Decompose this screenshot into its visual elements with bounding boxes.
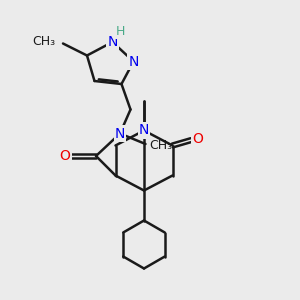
Text: O: O xyxy=(60,149,70,163)
Text: H: H xyxy=(116,25,126,38)
Text: N: N xyxy=(139,124,149,137)
Text: N: N xyxy=(115,127,125,140)
Text: CH₃: CH₃ xyxy=(32,35,56,49)
Text: CH₃: CH₃ xyxy=(149,139,172,152)
Text: O: O xyxy=(192,132,203,145)
Text: N: N xyxy=(128,55,139,68)
Text: N: N xyxy=(107,35,118,49)
